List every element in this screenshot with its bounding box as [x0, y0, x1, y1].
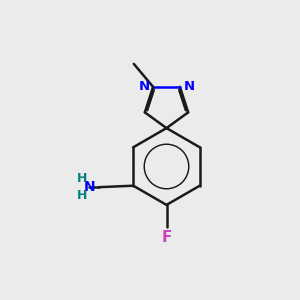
Text: N: N — [83, 180, 95, 194]
Text: F: F — [161, 230, 172, 245]
Text: H: H — [77, 189, 88, 202]
Text: N: N — [138, 80, 149, 93]
Text: N: N — [184, 80, 195, 93]
Text: H: H — [77, 172, 88, 185]
